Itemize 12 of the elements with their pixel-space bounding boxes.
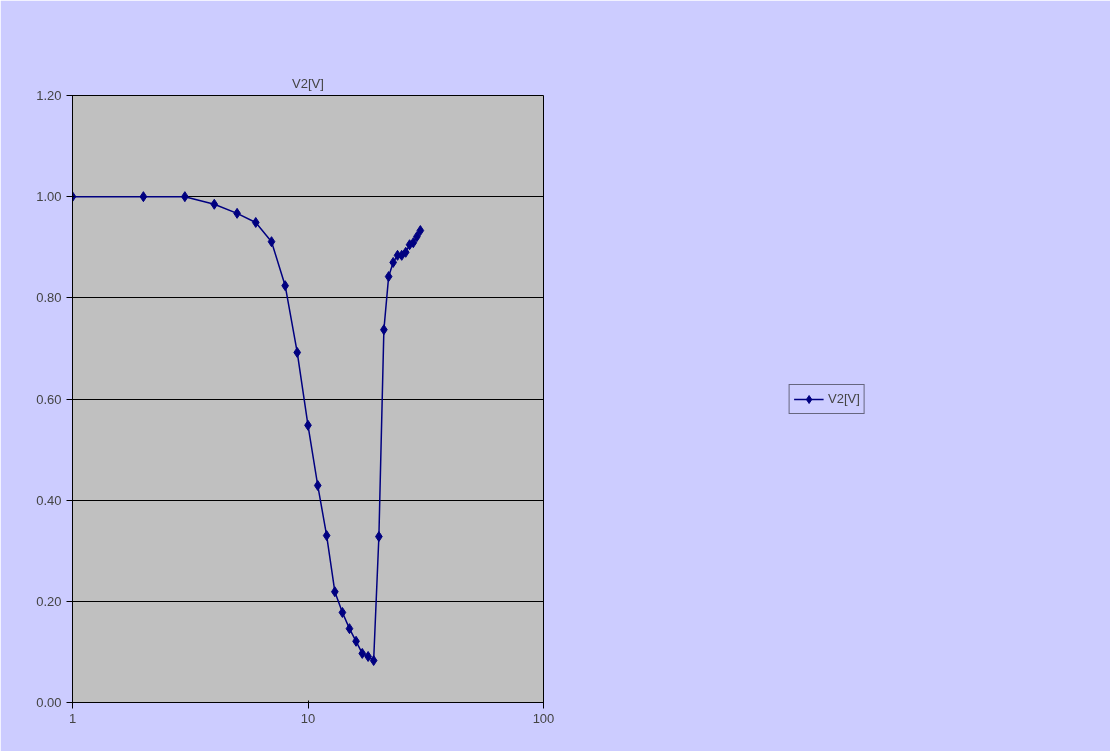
- y-tick-label: 0.40: [36, 492, 62, 508]
- y-tick-label: 0.60: [36, 391, 62, 407]
- x-tick-label: 1: [68, 710, 77, 726]
- y-tick-label: 1.00: [36, 189, 62, 205]
- x-tick-label: 100: [532, 710, 555, 726]
- y-tick-label: 1.20: [36, 88, 62, 103]
- y-tick-label: 0.20: [36, 593, 62, 609]
- y-tick-label: 0.80: [36, 290, 62, 306]
- x-tick-label: 10: [300, 710, 316, 726]
- chart-title: V2[V]: [292, 75, 324, 91]
- y-tick-label: 0.00: [36, 695, 62, 710]
- legend-label: V2[V]: [828, 391, 860, 406]
